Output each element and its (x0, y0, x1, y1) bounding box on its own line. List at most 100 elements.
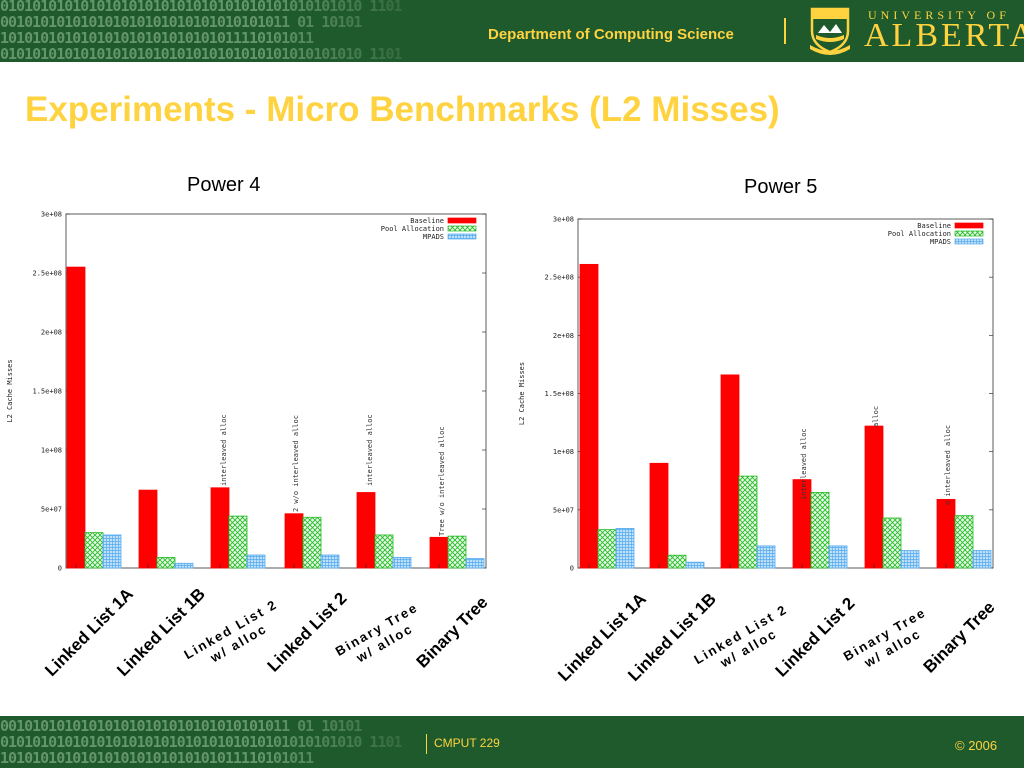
annotation-label: interleaved alloc (800, 428, 808, 500)
binary-pattern: 0101010101010101010101010101010101010101… (0, 0, 470, 62)
chart-title-power5: Power 5 (744, 176, 818, 198)
bar-pool (156, 556, 176, 569)
annotation-label: Tree w/o interleaved alloc (438, 426, 446, 536)
chart-power4: 0 5e+07 1e+08 1.5e+08 2e+08 2.5e+08 3e+08 L2 Ca… (6, 211, 492, 680)
y-tick-label: 1.5e+08 (32, 388, 62, 396)
y-tick-label: 5e+07 (41, 506, 62, 514)
bar-mpads (246, 554, 266, 569)
bar-pool (882, 517, 902, 569)
y-tick-label: 2.5e+08 (544, 274, 574, 282)
x-label-line: Binary Tree (920, 598, 999, 677)
bar-baseline (210, 487, 230, 569)
annotation-label: interleaved alloc (366, 414, 374, 486)
binary-line: 0101010101010101010101010101010101010101… (0, 733, 403, 751)
legend-label: Pool Allocation (888, 230, 951, 238)
bar-mpads (900, 550, 920, 569)
legend-label: MPADS (930, 238, 951, 246)
bar-mpads (756, 545, 776, 569)
bar-baseline (138, 489, 158, 569)
annotation-label: alloc (872, 406, 880, 427)
bar-mpads (174, 562, 194, 569)
binary-line: 101010101010101010101010101011110101011 (0, 29, 314, 47)
bar-baseline (864, 425, 884, 569)
bar-pool (954, 515, 974, 569)
department-name: Department of Computing Science (488, 26, 734, 43)
bar-baseline (579, 263, 599, 569)
header-divider (784, 18, 786, 44)
crest-logo (810, 7, 850, 55)
bar-mpads (320, 554, 340, 569)
y-tick-label: 5e+07 (553, 506, 574, 514)
x-category-label: Binary Tree (413, 593, 492, 672)
annotation-label: interleaved alloc (220, 414, 228, 486)
chart-power5: 0 5e+07 1e+08 1.5e+08 2e+08 2.5e+08 3e+08 L2 Ca… (518, 216, 999, 685)
binary-line: 001010101010101010101010101010101011 01 … (0, 718, 362, 735)
bar-mpads (615, 528, 635, 569)
legend-label: Baseline (917, 222, 951, 230)
legend-swatch (447, 225, 477, 232)
y-tick-label: 3e+08 (41, 211, 62, 219)
bar-mpads (972, 550, 992, 569)
course-label: CMPUT 229 (434, 736, 500, 750)
bar-baseline (66, 266, 86, 569)
y-tick-label: 3e+08 (553, 216, 574, 224)
chart-title-power4: Power 4 (187, 174, 261, 196)
y-tick-label: 0 (570, 565, 574, 573)
legend-swatch (447, 233, 477, 240)
bar-pool (228, 515, 248, 569)
bar-mpads (392, 556, 412, 569)
x-label-line: Linked List 2 (264, 589, 351, 676)
bar-baseline (429, 536, 449, 569)
y-tick-label: 0 (58, 565, 62, 573)
bar-baseline (720, 374, 740, 569)
bar-pool (597, 529, 617, 569)
annotation-label: 2 w/o interleaved alloc (292, 415, 300, 512)
legend-label: Pool Allocation (381, 225, 444, 233)
bar-mpads (685, 561, 705, 569)
university-name: ALBERTA (864, 17, 1024, 54)
bar-baseline (936, 498, 956, 569)
header-bar: 0101010101010101010101010101010101010101… (0, 0, 1024, 62)
x-category-label: Linked List 2 (264, 589, 351, 676)
legend-label: Baseline (410, 217, 444, 225)
binary-line: 001010101010101010101010101010101011 01 … (0, 13, 362, 31)
annotation-label: o interleaved alloc (944, 425, 952, 505)
bar-baseline (284, 513, 304, 569)
bar-baseline (356, 492, 376, 569)
bar-pool (84, 532, 104, 569)
bar-pool (738, 475, 758, 569)
binary-line: 0101010101010101010101010101010101010101… (0, 45, 403, 62)
bar-pool (374, 534, 394, 569)
y-tick-label: 2.5e+08 (32, 270, 62, 278)
y-tick-label: 1e+08 (41, 447, 62, 455)
bar-mpads (828, 545, 848, 569)
university-label: UNIVERSITY OF (868, 8, 1010, 22)
copyright: © 2006 (955, 738, 998, 753)
slide-title: Experiments - Micro Benchmarks (L2 Misse… (25, 90, 780, 129)
bar-mpads (102, 534, 122, 569)
y-tick-label: 2e+08 (41, 329, 62, 337)
y-axis-label: L2 Cache Misses (6, 359, 14, 422)
plot-frame (577, 218, 994, 569)
footer-divider (426, 734, 427, 754)
legend-swatch (447, 217, 477, 224)
legend-swatch (954, 238, 984, 245)
x-category-label: Binary Tree (920, 598, 999, 677)
bar-pool (810, 491, 830, 569)
y-tick-label: 1e+08 (553, 448, 574, 456)
y-tick-label: 1.5e+08 (544, 390, 574, 398)
binary-line: 0101010101010101010101010101010101010101… (0, 0, 403, 15)
bar-pool (302, 516, 322, 569)
x-label-line: Binary Tree (413, 593, 492, 672)
bar-pool (667, 554, 687, 569)
legend-swatch (954, 222, 984, 229)
bar-baseline (649, 462, 669, 569)
y-axis-label: L2 Cache Misses (518, 362, 526, 425)
plot-frame (65, 213, 487, 569)
y-tick-label: 2e+08 (553, 332, 574, 340)
legend-swatch (954, 230, 984, 237)
legend-label: MPADS (423, 233, 444, 241)
bar-mpads (465, 558, 485, 569)
